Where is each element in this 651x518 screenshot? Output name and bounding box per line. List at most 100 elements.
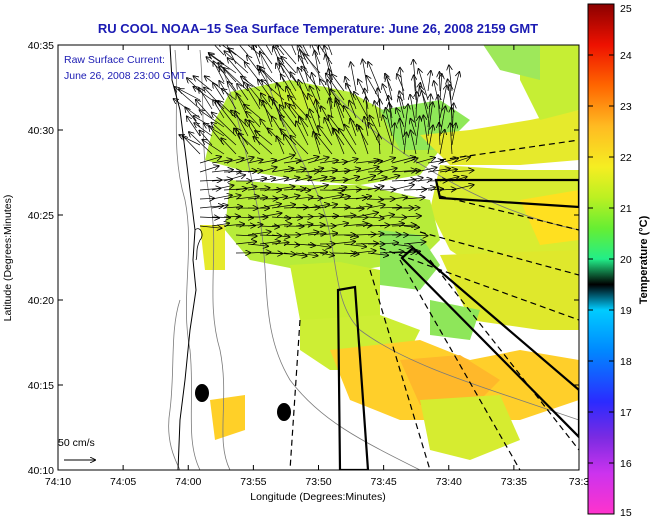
current-vector (331, 180, 348, 181)
current-vector (319, 216, 338, 217)
current-vector (271, 197, 287, 200)
current-vector (319, 195, 343, 200)
current-vector (344, 125, 357, 146)
current-vector (211, 205, 228, 208)
current-vector (392, 123, 395, 155)
current-vector (290, 72, 309, 101)
current-vector (307, 157, 329, 164)
transect-dashed-line (289, 319, 301, 470)
current-vector (280, 115, 297, 137)
current-vector (307, 177, 327, 182)
depth-contour (174, 49, 201, 470)
current-vector (343, 253, 359, 254)
current-vector (319, 178, 335, 181)
current-vector (283, 253, 307, 256)
current-vector (403, 171, 420, 173)
current-vector (247, 171, 262, 173)
current-vector (343, 169, 360, 172)
current-vector (379, 215, 394, 217)
sst-patch (483, 45, 540, 80)
current-vector (451, 177, 467, 182)
current-vector (452, 103, 454, 137)
current-vector (304, 54, 321, 74)
current-vector (339, 129, 357, 155)
current-vector (415, 168, 437, 173)
current-vector (211, 217, 230, 218)
current-vector (411, 130, 417, 155)
y-tick-label: 40:30 (28, 125, 54, 137)
depth-contour (168, 299, 181, 470)
current-vector (199, 217, 219, 218)
current-vector (379, 168, 397, 173)
colorbar-tick-label: 21 (620, 203, 632, 215)
current-vector (391, 180, 416, 181)
current-vector (379, 135, 380, 155)
current-vector (202, 140, 225, 155)
current-vector (403, 216, 421, 217)
current-vector (343, 235, 358, 237)
current-vector (298, 68, 309, 92)
current-vector (318, 126, 333, 146)
current-vector (212, 123, 237, 146)
transect-dashed-line (419, 231, 579, 276)
coastline-path (169, 45, 197, 470)
current-vector (199, 166, 219, 173)
y-axis-label: Latitude (Degrees:Minutes) (2, 195, 14, 322)
current-vector (334, 129, 345, 155)
current-vector (343, 189, 361, 190)
current-vector (259, 241, 280, 244)
current-vector (355, 213, 378, 218)
current-vector (298, 80, 309, 110)
transect-dashed-line (429, 259, 579, 451)
current-vector (452, 108, 453, 128)
current-vector (415, 117, 420, 146)
current-vector (379, 176, 399, 182)
transect-dashed-line (379, 247, 579, 321)
current-vector (213, 83, 225, 101)
current-vector (367, 177, 387, 182)
current-vector (355, 167, 379, 173)
x-axis-ticks: 74:10 74:05 74:00 73:55 73:50 73:45 73:40 73:35… (45, 45, 589, 488)
current-vector (271, 224, 291, 226)
current-vector (307, 252, 327, 253)
current-vector (235, 196, 259, 199)
current-vector (325, 118, 333, 137)
current-vector (369, 123, 381, 146)
current-vector (403, 235, 427, 236)
current-vector (312, 73, 321, 101)
current-vector (343, 244, 366, 247)
current-vector (247, 252, 271, 253)
current-vector (223, 207, 242, 208)
current-vector (379, 207, 401, 208)
station-marker (277, 403, 291, 421)
current-vector (350, 119, 357, 137)
coastline (169, 45, 203, 470)
current-vector (277, 136, 285, 155)
current-vector (391, 197, 407, 199)
x-tick-label: 73:35 (501, 476, 527, 488)
y-tick-label: 40:35 (28, 40, 54, 52)
current-vector (439, 86, 447, 119)
current-vector (379, 158, 395, 164)
transect-dashed-line (439, 139, 579, 161)
current-vector (235, 157, 254, 164)
sst-patch (420, 110, 579, 165)
current-vector (211, 185, 233, 191)
current-vector (307, 225, 325, 226)
colorbar-tick-label: 17 (620, 407, 632, 419)
sst-patch (430, 300, 480, 340)
current-vector (427, 102, 433, 137)
current-vector (259, 213, 281, 218)
current-vector (307, 198, 322, 199)
colorbar-tick-label: 15 (620, 507, 632, 518)
current-vector (222, 89, 237, 101)
current-vector (427, 161, 443, 163)
current-vector (244, 82, 261, 110)
station-marker (195, 384, 209, 402)
transect-box (336, 285, 370, 470)
current-vector (259, 226, 279, 227)
depth-contour (219, 59, 421, 470)
current-vector (367, 253, 388, 255)
current-vector (355, 225, 372, 226)
current-vector (271, 178, 288, 181)
